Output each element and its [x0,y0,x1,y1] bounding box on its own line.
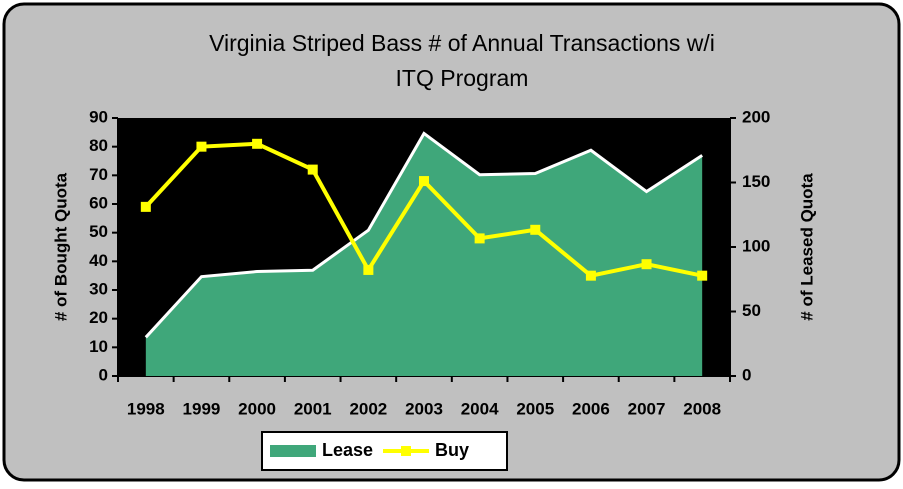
area [145,133,703,376]
x-tick-label: 2003 [405,399,443,418]
x-tick-label: 2007 [628,399,666,418]
x-tick-label: 2008 [683,399,721,418]
marker [140,201,151,212]
y-tick-label: 70 [89,165,108,184]
marker [307,164,318,175]
legend-label: Buy [435,440,469,460]
chart-title: ITQ Program [396,65,529,91]
marker [585,270,596,281]
marker [196,141,207,152]
y2-tick-label: 50 [742,301,761,320]
chart-title: Virginia Striped Bass # of Annual Transa… [209,30,715,56]
marker [641,259,652,270]
x-tick-label: 2002 [349,399,387,418]
x-tick-label: 2004 [461,399,499,418]
marker [363,264,374,275]
area-outline [144,131,703,339]
y-tick-label: 80 [89,136,108,155]
y-tick-label: 90 [89,107,108,126]
y-axis-label: # of Bought Quota [51,172,70,321]
y-tick-label: 0 [99,365,108,384]
legend-swatch [270,445,316,457]
marker [530,224,541,235]
y-tick-label: 60 [89,193,108,212]
legend-marker [401,446,411,456]
y-tick-label: 40 [89,251,108,270]
x-tick-label: 1999 [183,399,221,418]
y2-tick-label: 150 [742,172,770,191]
marker [697,270,708,281]
y2-tick-label: 100 [742,236,770,255]
y-tick-label: 10 [89,337,108,356]
y2-axis-label: # of Leased Quota [797,173,816,321]
y-tick-label: 30 [89,279,108,298]
y2-tick-label: 200 [742,107,770,126]
x-tick-label: 2000 [238,399,276,418]
marker [419,176,429,187]
x-tick-label: 2001 [294,399,332,418]
y-tick-label: 20 [89,308,108,327]
x-tick-label: 2005 [516,399,554,418]
y2-tick-label: 0 [742,365,751,384]
x-tick-label: 2006 [572,399,610,418]
legend-label: Lease [322,440,373,460]
marker [252,138,263,149]
marker [474,233,485,244]
x-tick-label: 1998 [127,399,165,418]
y-tick-label: 50 [89,222,108,241]
